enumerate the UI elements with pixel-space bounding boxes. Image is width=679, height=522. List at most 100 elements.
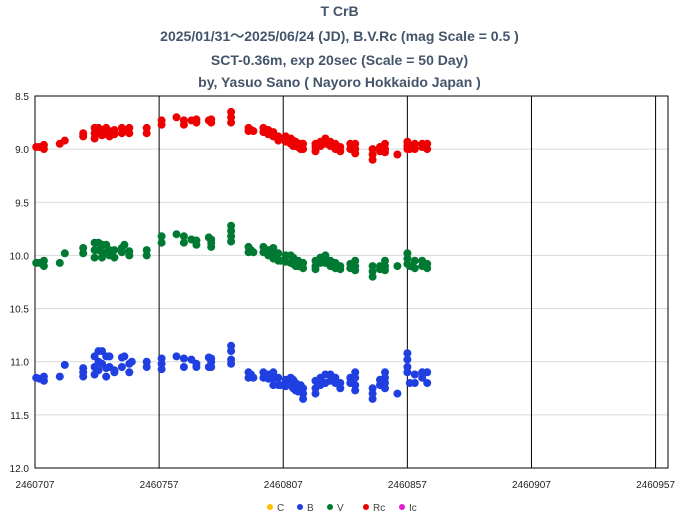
data-point-b bbox=[423, 368, 432, 377]
data-point-v bbox=[157, 232, 166, 241]
data-point-b bbox=[423, 379, 432, 387]
data-point-v bbox=[249, 248, 258, 257]
data-point-rc bbox=[249, 127, 258, 136]
data-point-b bbox=[127, 357, 136, 366]
data-point-b bbox=[351, 386, 360, 395]
legend-marker-c bbox=[267, 504, 273, 510]
data-point-v bbox=[311, 265, 320, 274]
chart-subtitle-observer: by, Yasuo Sano ( Nayoro Hokkaido Japan ) bbox=[198, 74, 481, 90]
data-point-v bbox=[142, 251, 151, 260]
data-point-rc bbox=[179, 120, 188, 129]
data-point-b bbox=[403, 349, 412, 358]
x-tick-label: 2460957 bbox=[636, 480, 675, 491]
data-point-b bbox=[299, 394, 308, 403]
data-point-v bbox=[393, 262, 402, 271]
data-point-b bbox=[157, 365, 166, 374]
data-point-rc bbox=[172, 113, 181, 122]
data-point-v bbox=[60, 249, 69, 258]
data-point-b bbox=[403, 368, 412, 377]
data-point-b bbox=[179, 363, 188, 371]
data-point-v bbox=[172, 230, 181, 239]
data-point-rc bbox=[207, 115, 216, 124]
data-point-b bbox=[381, 384, 389, 393]
data-point-b bbox=[125, 368, 134, 377]
legend-marker-rc bbox=[363, 504, 369, 510]
chart-subtitle-equipment: SCT-0.36m, exp 20sec (Scale = 50 Day) bbox=[210, 52, 469, 68]
data-point-b bbox=[142, 363, 151, 371]
y-tick-label: 10.0 bbox=[10, 251, 30, 262]
data-point-rc bbox=[157, 120, 166, 129]
data-point-rc bbox=[368, 155, 377, 164]
data-point-b bbox=[172, 352, 181, 361]
data-point-v bbox=[299, 264, 308, 273]
data-point-b bbox=[227, 347, 236, 356]
data-point-v bbox=[90, 253, 99, 262]
y-tick-label: 9.0 bbox=[15, 145, 29, 156]
legend-marker-v bbox=[327, 504, 333, 510]
data-point-b bbox=[55, 372, 64, 381]
data-point-b bbox=[403, 355, 412, 364]
data-point-rc bbox=[423, 145, 432, 154]
data-point-v bbox=[381, 266, 389, 275]
data-point-b bbox=[207, 363, 216, 371]
data-point-v bbox=[351, 266, 360, 275]
y-tick-label: 12.0 bbox=[10, 464, 30, 475]
data-point-v bbox=[179, 232, 188, 241]
data-point-rc bbox=[410, 145, 419, 154]
y-tick-label: 11.0 bbox=[10, 358, 29, 369]
legend-label-rc: Rc bbox=[373, 503, 385, 514]
series-rc bbox=[32, 107, 432, 164]
data-point-v bbox=[39, 262, 48, 271]
x-tick-label: 2460857 bbox=[388, 480, 427, 491]
legend-marker-b bbox=[297, 504, 303, 510]
y-tick-label: 8.5 bbox=[15, 92, 29, 103]
legend-label-v: V bbox=[337, 503, 344, 514]
data-point-rc bbox=[336, 147, 345, 156]
data-point-v bbox=[321, 251, 330, 260]
data-point-b bbox=[105, 352, 114, 361]
data-point-b bbox=[94, 366, 103, 375]
data-point-v bbox=[423, 264, 432, 273]
series-v bbox=[32, 221, 432, 281]
data-point-rc bbox=[79, 132, 88, 141]
x-tick-label: 2460907 bbox=[512, 480, 551, 491]
data-point-v bbox=[336, 265, 345, 274]
data-point-b bbox=[249, 373, 258, 382]
data-point-rc bbox=[60, 136, 69, 145]
data-point-b bbox=[410, 370, 419, 379]
series-b bbox=[32, 341, 432, 403]
data-point-v bbox=[207, 242, 216, 251]
legend-label-c: C bbox=[277, 503, 284, 514]
chart-subtitle-date-range: 2025/01/31～2025/06/24 (JD), B.V.Rc (mag … bbox=[160, 28, 519, 44]
data-point-rc bbox=[299, 145, 308, 154]
chart-title: T CrB bbox=[320, 3, 359, 19]
data-point-b bbox=[117, 363, 126, 371]
data-points bbox=[32, 107, 432, 403]
x-axis-tick-labels: 2460707 2460757 2460807 2460857 2460907 24609… bbox=[16, 480, 676, 491]
data-point-b bbox=[368, 394, 377, 403]
data-point-rc bbox=[381, 148, 389, 157]
data-point-b bbox=[269, 368, 278, 377]
y-tick-label: 9.5 bbox=[15, 198, 29, 209]
data-point-rc bbox=[125, 123, 134, 132]
data-point-b bbox=[39, 376, 48, 385]
data-point-b bbox=[227, 359, 236, 368]
data-point-v bbox=[179, 238, 188, 247]
x-tick-label: 2460757 bbox=[140, 480, 179, 491]
data-point-v bbox=[274, 249, 283, 258]
data-point-v bbox=[368, 272, 377, 281]
data-point-b bbox=[79, 372, 88, 381]
legend-marker-ic bbox=[399, 504, 405, 510]
data-point-v bbox=[157, 238, 166, 247]
data-point-v bbox=[227, 237, 236, 246]
legend-label-ic: Ic bbox=[409, 503, 417, 514]
data-point-b bbox=[393, 389, 402, 398]
data-point-b bbox=[351, 373, 360, 382]
data-point-v bbox=[410, 264, 419, 273]
data-point-v bbox=[110, 253, 119, 262]
data-point-b bbox=[410, 379, 419, 387]
data-point-rc bbox=[227, 118, 236, 127]
data-point-b bbox=[110, 368, 119, 377]
y-tick-label: 11.5 bbox=[10, 411, 29, 422]
data-point-b bbox=[336, 384, 345, 393]
